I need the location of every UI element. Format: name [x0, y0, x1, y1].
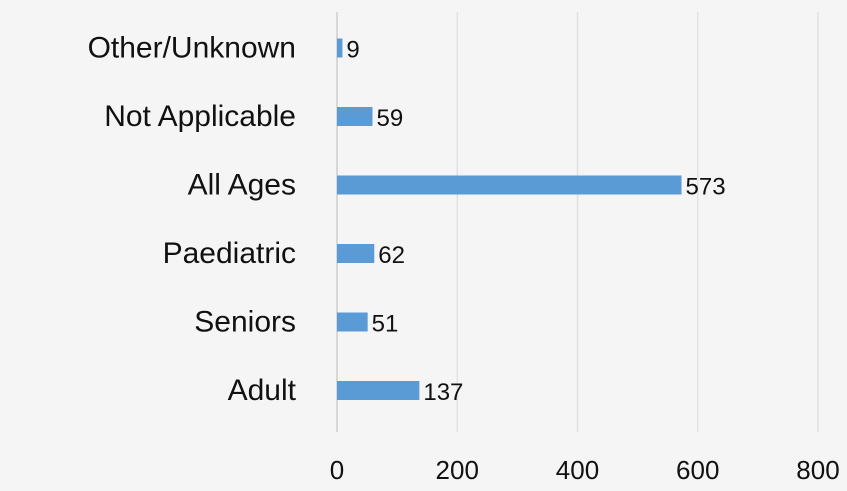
bar-adult [337, 381, 420, 400]
category-label: Not Applicable [104, 100, 296, 133]
data-label: 573 [686, 174, 726, 201]
data-label: 137 [423, 379, 463, 406]
bar-not-applicable [337, 107, 373, 126]
x-tick-label: 0 [330, 455, 344, 485]
data-label: 59 [376, 105, 403, 132]
bar-seniors [337, 312, 368, 332]
x-tick-label: 400 [556, 455, 599, 485]
bar-paediatric [337, 244, 375, 263]
category-label: Paediatric [163, 237, 296, 270]
category-label: Seniors [194, 306, 296, 339]
data-label: 51 [372, 311, 399, 338]
x-axis-tick-labels: 0 200 400 600 800 [330, 455, 840, 485]
x-tick-label: 200 [436, 455, 479, 485]
category-labels: Other/Unknown Not Applicable All Ages Paedi… [88, 32, 297, 408]
gridlines [336, 12, 819, 432]
data-label: 9 [346, 37, 359, 64]
category-label: Adult [228, 374, 297, 407]
bar-all-ages [337, 175, 682, 195]
x-tick-label: 800 [796, 455, 839, 485]
category-label: All Ages [188, 169, 296, 202]
x-tick-label: 600 [676, 455, 719, 485]
bar-other-unknown [337, 38, 343, 58]
value-labels: 9 59 573 62 51 137 [346, 37, 725, 407]
bars [337, 38, 682, 400]
category-label: Other/Unknown [88, 32, 296, 65]
data-label: 62 [378, 242, 405, 269]
